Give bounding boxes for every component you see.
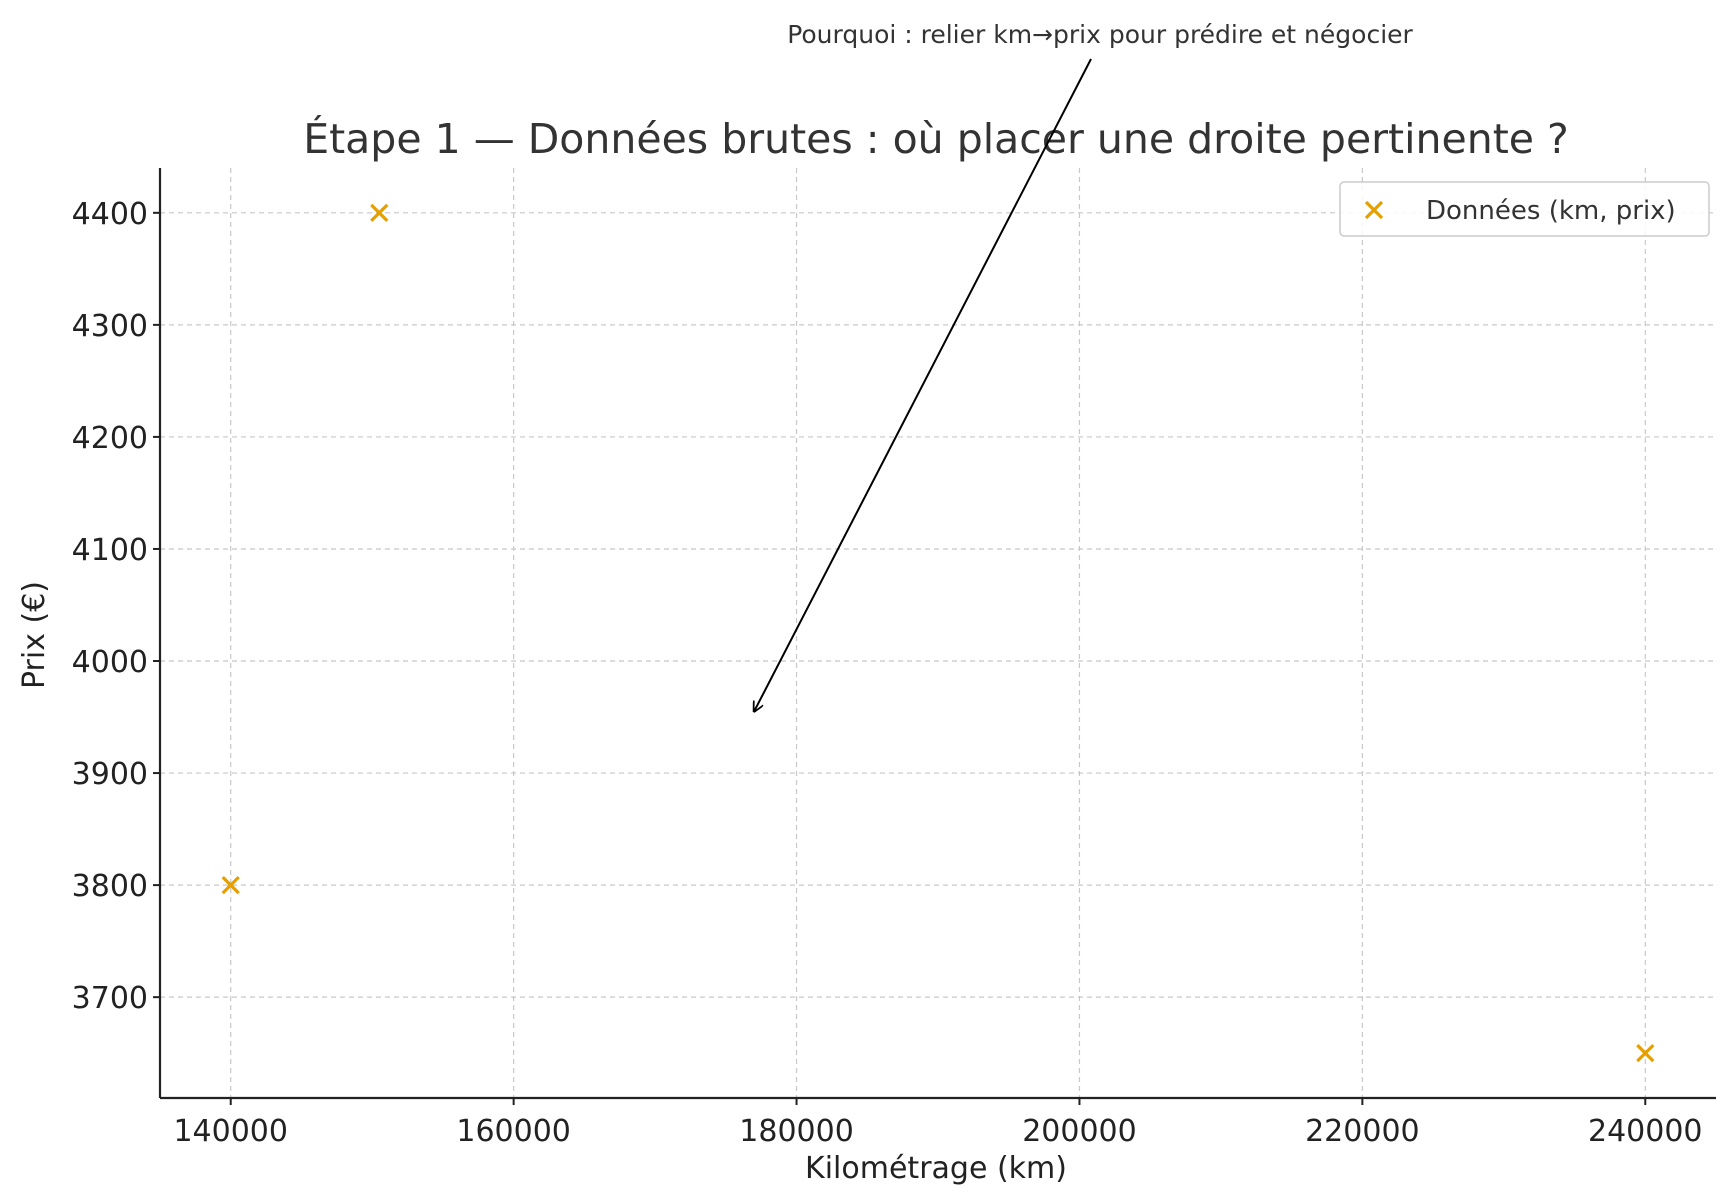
tick-labels: 140000 160000 180000 200000 220000 240000 3700… (72, 197, 1703, 1149)
y-tick-label: 4000 (72, 645, 148, 680)
data-point (221, 875, 240, 895)
legend-marker-glyph (1364, 200, 1384, 220)
y-tick-label: 3800 (72, 869, 148, 904)
legend-label: Données (km, prix) (1426, 196, 1676, 226)
x-tick-label: 180000 (739, 1114, 854, 1149)
data-point (370, 203, 389, 222)
x-tick-label: 200000 (1022, 1114, 1137, 1149)
x-tick-label: 140000 (173, 1114, 288, 1149)
y-tick-label: 4400 (72, 197, 148, 232)
y-tick-label: 3900 (72, 757, 148, 792)
legend-marker-x (1364, 200, 1384, 220)
marker-stroke (1636, 1044, 1655, 1063)
y-tick-label: 4100 (72, 533, 148, 568)
x-tick-label: 220000 (1305, 1114, 1420, 1149)
x-tick-label: 240000 (1588, 1114, 1703, 1149)
y-axis-label: Prix (€) (17, 581, 52, 689)
y-tick-label: 4200 (72, 421, 148, 456)
axes (153, 168, 1716, 1105)
chart-title: Étape 1 — Données brutes : où placer une… (303, 115, 1569, 163)
marker-stroke (1364, 200, 1384, 220)
legend: Données (km, prix) (1339, 181, 1710, 237)
y-tick-label: 4300 (72, 309, 148, 344)
x-tick-label: 160000 (456, 1114, 571, 1149)
data-point (1636, 1044, 1655, 1063)
annotation: Pourquoi : relier km→prix pour prédire e… (754, 20, 1414, 711)
x-axis-label: Kilométrage (km) (805, 1151, 1067, 1186)
annotation-text: Pourquoi : relier km→prix pour prédire e… (787, 20, 1413, 49)
data-points (221, 203, 1655, 1063)
y-tick-label: 3700 (72, 981, 148, 1016)
marker-stroke (221, 875, 240, 895)
marker-stroke (370, 203, 389, 222)
legend-box (1339, 181, 1710, 237)
annotation-arrow (754, 58, 1092, 711)
gridlines (160, 168, 1716, 1098)
